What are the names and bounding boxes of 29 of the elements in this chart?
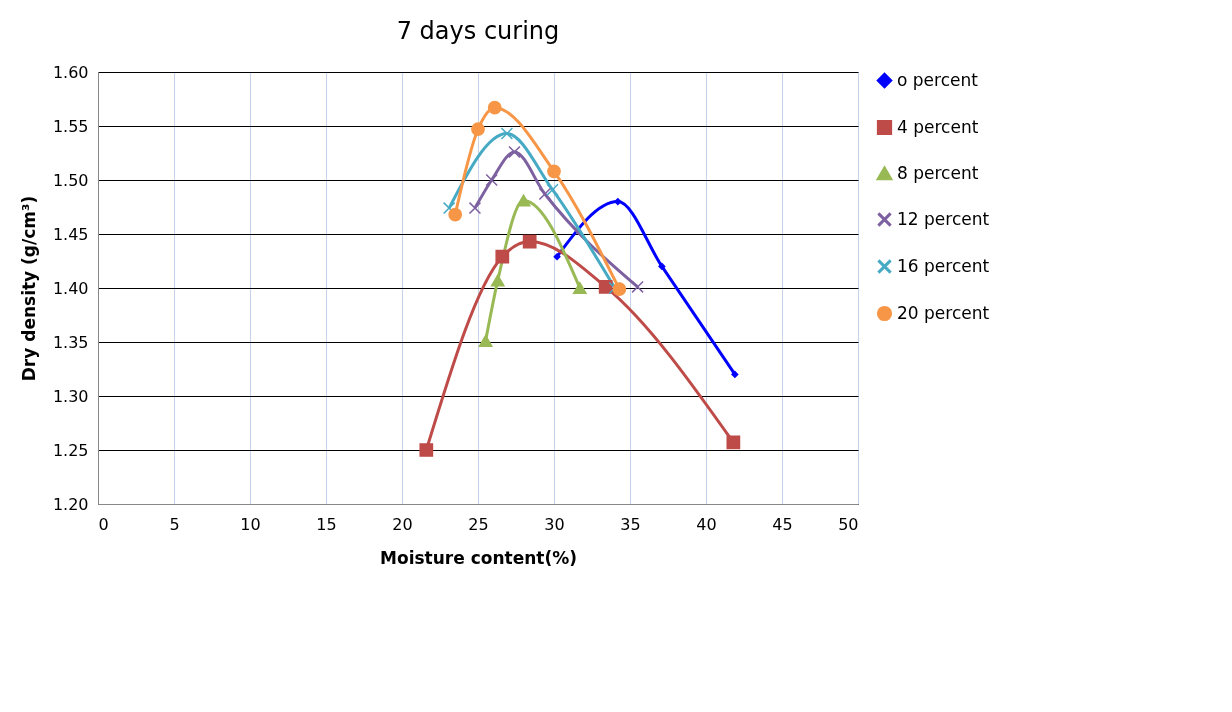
legend-label: 12 percent bbox=[897, 208, 990, 229]
legend-label: 20 percent bbox=[897, 302, 990, 323]
y-tick-label: 1.25 bbox=[52, 440, 89, 460]
x-tick-label: 20 bbox=[392, 514, 413, 534]
y-tick-label: 1.50 bbox=[52, 170, 89, 190]
legend-label: o percent bbox=[897, 69, 979, 90]
x-tick-label: 10 bbox=[240, 514, 261, 534]
y-tick-label: 1.20 bbox=[52, 494, 89, 514]
legend-label: 8 percent bbox=[897, 162, 979, 183]
y-tick-label: 1.45 bbox=[52, 224, 89, 244]
x-tick-label: 30 bbox=[544, 514, 565, 534]
y-tick-label: 1.35 bbox=[52, 332, 89, 352]
y-axis-title: Dry density (g/cm³) bbox=[18, 195, 39, 382]
x-tick-label: 35 bbox=[620, 514, 641, 534]
legend-label: 16 percent bbox=[897, 255, 990, 276]
y-tick-label: 1.30 bbox=[52, 386, 89, 406]
chart-title: 7 days curing bbox=[396, 17, 560, 45]
x-tick-label: 40 bbox=[696, 514, 717, 534]
y-tick-label: 1.60 bbox=[52, 62, 89, 82]
x-tick-label: 50 bbox=[838, 514, 859, 534]
x-tick-label: 45 bbox=[772, 514, 793, 534]
y-tick-label: 1.55 bbox=[52, 116, 89, 136]
x-axis-title: Moisture content(%) bbox=[380, 547, 577, 568]
x-tick-label: 0 bbox=[98, 514, 109, 534]
legend-label: 4 percent bbox=[897, 116, 979, 137]
x-tick-label: 25 bbox=[468, 514, 489, 534]
y-tick-label: 1.40 bbox=[52, 278, 89, 298]
x-tick-label: 15 bbox=[316, 514, 337, 534]
x-tick-label: 5 bbox=[169, 514, 180, 534]
